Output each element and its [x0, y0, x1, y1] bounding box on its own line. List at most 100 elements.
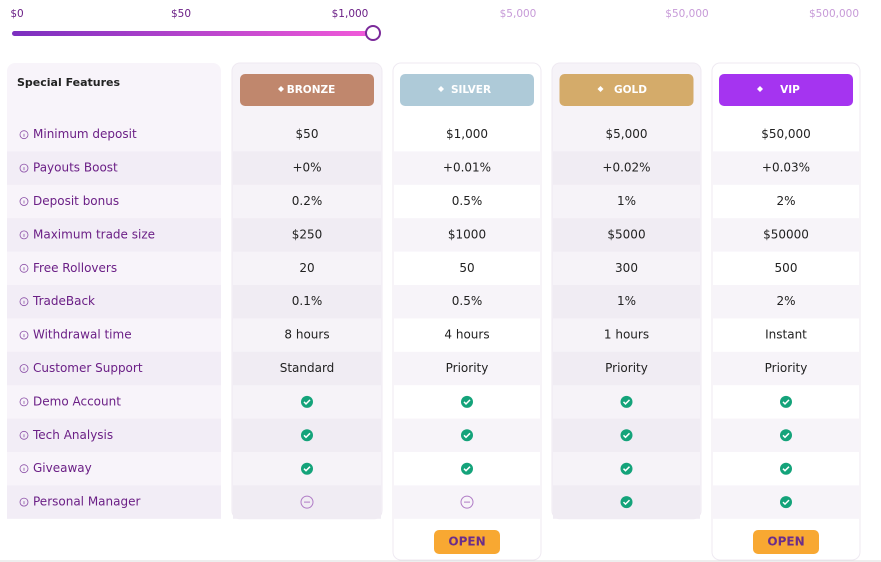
tier-name: SILVER [451, 84, 491, 96]
row-band [7, 285, 221, 319]
open-button[interactable] [753, 530, 819, 554]
tier-value: Priority [605, 361, 648, 375]
tier-value: 2% [776, 194, 795, 208]
row-band [553, 218, 700, 252]
slider-label: $50,000 [665, 8, 708, 20]
feature-label: TradeBack [32, 294, 95, 308]
row-band [233, 351, 381, 386]
tier-value: Priority [446, 361, 489, 375]
row-band [7, 218, 221, 252]
tier-value: Standard [280, 361, 335, 375]
row-band [394, 218, 540, 252]
feature-label: Payouts Boost [33, 161, 118, 175]
check-mark [622, 432, 631, 439]
info-icon [19, 397, 29, 407]
tier-value: 0.5% [452, 194, 483, 208]
check-mark [463, 399, 471, 405]
row-band [233, 285, 381, 319]
info-icon [19, 497, 29, 507]
tier-value: $50 [296, 127, 319, 141]
tier-value: $1,000 [446, 127, 488, 141]
tier-value: +0% [292, 161, 321, 175]
row-band [394, 151, 540, 185]
tier-value: 1 hours [604, 328, 649, 342]
tier-badge [719, 74, 853, 106]
row-band [713, 285, 859, 319]
tier-icon [278, 86, 284, 92]
slider-label: $1,000 [332, 8, 369, 20]
row-band [553, 285, 700, 319]
tier-name: GOLD [614, 84, 647, 96]
check-mark [782, 432, 790, 439]
open-button-label: OPEN [767, 535, 804, 549]
tier-value: $50000 [763, 227, 809, 241]
row-band [7, 351, 221, 386]
info-icon [19, 464, 29, 474]
tier-value: 300 [615, 261, 638, 275]
tier-value: 4 hours [444, 328, 489, 342]
tier-value: $250 [292, 227, 323, 241]
check-mark [622, 466, 631, 472]
row-band [233, 151, 381, 185]
feature-label: Giveaway [33, 461, 92, 475]
info-icon [19, 230, 29, 240]
row-band [553, 351, 700, 386]
tier-value: Instant [765, 328, 807, 342]
tier-value: $5,000 [606, 127, 648, 141]
tier-icon [597, 86, 604, 92]
feature-label: Maximum trade size [33, 227, 155, 241]
tier-value: 1% [617, 194, 636, 208]
tier-name: VIP [780, 84, 800, 96]
tier-icon [757, 86, 763, 92]
open-button-label: OPEN [448, 535, 485, 549]
row-band [7, 485, 221, 519]
info-icon [19, 197, 29, 206]
minus-icon [300, 495, 314, 509]
feature-label: Personal Manager [33, 495, 140, 509]
tier-value: +0.02% [602, 161, 650, 175]
check-mark [622, 499, 631, 506]
slider-knob[interactable] [365, 25, 381, 41]
feature-label: Customer Support [33, 361, 143, 375]
tier-value: +0.01% [443, 161, 491, 175]
slider-label: $0 [10, 8, 23, 20]
check-mark [303, 432, 311, 439]
info-icon [19, 364, 29, 373]
info-icon [19, 330, 29, 340]
feature-label: Withdrawal time [33, 328, 132, 342]
feature-label: Deposit bonus [33, 194, 119, 208]
info-icon [19, 263, 29, 273]
slider-label: $50 [171, 8, 191, 20]
row-band [553, 151, 700, 185]
info-icon [19, 130, 29, 140]
row-band [394, 351, 540, 386]
open-button[interactable] [434, 530, 500, 554]
check-mark [782, 466, 790, 472]
tier-value: 0.2% [292, 194, 323, 208]
feature-label: Tech Analysis [32, 428, 113, 442]
tier-badge [240, 74, 374, 106]
tier-value: 0.5% [452, 294, 483, 308]
check-mark [622, 399, 631, 405]
row-band [713, 151, 859, 185]
tier-icon [438, 86, 444, 92]
row-band [7, 151, 221, 185]
tier-value: 1% [617, 294, 636, 308]
info-icon [19, 297, 29, 307]
row-band [7, 418, 221, 452]
check-mark [463, 432, 471, 439]
tier-badge [400, 74, 534, 106]
tier-value: +0.03% [762, 161, 810, 175]
tier-value: 50 [459, 261, 474, 275]
slider-track [12, 31, 373, 36]
tier-value: Priority [765, 361, 808, 375]
slider-label: $5,000 [500, 8, 537, 20]
tier-value: 0.1% [292, 294, 323, 308]
check-mark [782, 499, 790, 506]
features-title: Special Features [17, 76, 120, 89]
tier-value: 8 hours [284, 328, 329, 342]
info-icon [19, 430, 29, 440]
check-mark [782, 399, 790, 405]
row-band [713, 351, 859, 386]
tier-value: $5000 [607, 227, 645, 241]
